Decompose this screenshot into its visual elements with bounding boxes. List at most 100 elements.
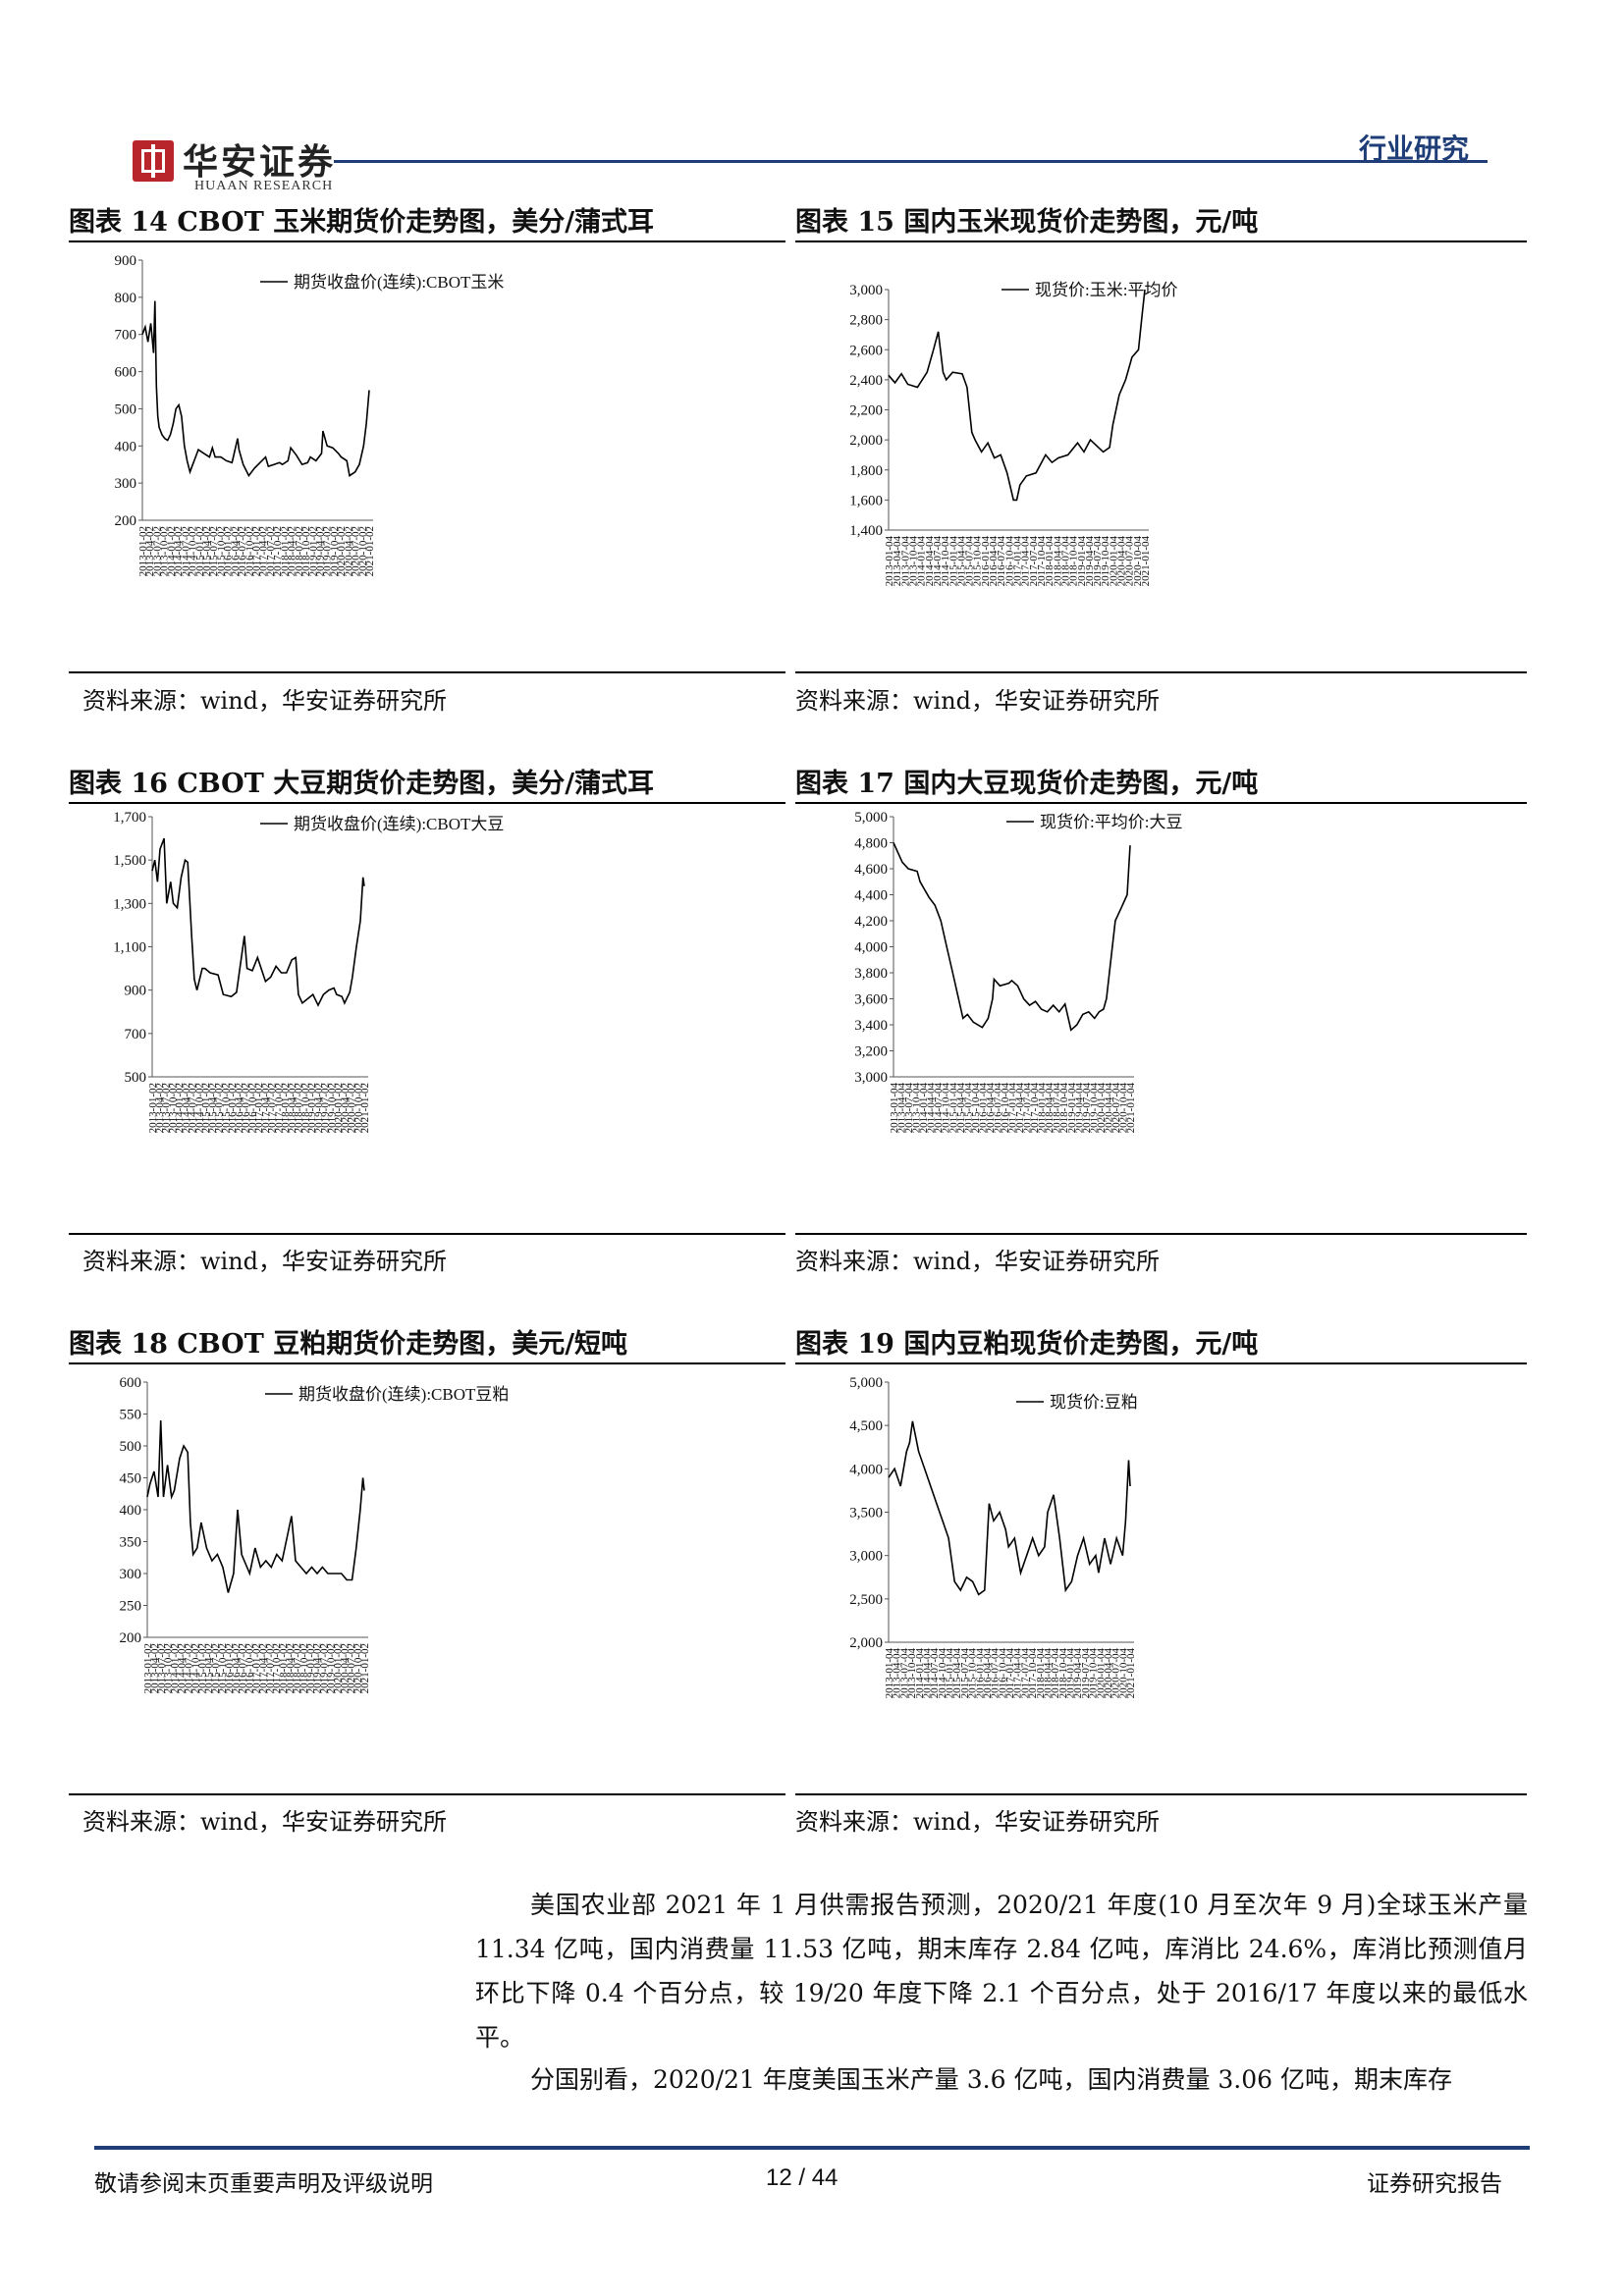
y-tick-label: 500 [120,1439,142,1455]
x-tick-label: 2017-01-02 [251,526,263,576]
x-tick-label: 2018-04-04 [1042,1648,1054,1699]
x-tick-label: 2020-04-02 [339,1643,351,1693]
logo-text: 华安证券 [183,141,337,183]
x-tick-label: 2013-01-02 [147,1083,159,1133]
x-tick-label: 2020-04-02 [343,526,354,576]
x-tick-label: 2015-10-04 [967,1648,979,1699]
x-tick-label: 2016-04-02 [234,1083,245,1133]
x-tick-label: 2017-07-02 [267,1083,279,1133]
figure-rule-top [795,1362,1527,1364]
y-tick-label: 3,400 [854,1018,888,1034]
x-tick-label: 2020-10-04 [1132,536,1144,587]
y-tick-label: 1,400 [849,523,883,539]
x-tick-label: 2013-01-02 [142,1643,154,1693]
x-tick-label: 2021-01-02 [359,1643,371,1693]
y-tick-label: 600 [120,1375,142,1391]
y-tick-label: 250 [120,1599,142,1615]
x-tick-label: 2019-10-04 [1088,1083,1100,1134]
x-tick-label: 2018-01-04 [1037,1083,1049,1134]
y-tick-label: 4,400 [854,888,888,904]
x-tick-label: 2015-04-04 [951,1648,963,1699]
figure-rule-bottom [795,671,1527,673]
x-tick-label: 2019-07-04 [1080,1648,1092,1699]
x-tick-label: 2014-01-04 [916,536,928,587]
y-tick-label: 1,500 [113,853,146,869]
x-tick-label: 2013-04-04 [896,1083,908,1134]
y-tick-label: 800 [115,291,137,306]
figure-rule-top [795,240,1527,242]
figure-source: 资料来源：wind，华安证券研究所 [795,1808,1161,1836]
x-tick-label: 2018-01-02 [278,1643,290,1693]
x-tick-label: 2014-04-02 [181,1083,192,1133]
x-tick-label: 2014-01-04 [918,1083,930,1134]
x-tick-label: 2016-01-04 [980,536,992,587]
x-tick-label: 2015-10-02 [215,526,227,576]
legend-label: 现货价:豆粕 [1050,1393,1138,1412]
x-tick-label: 2018-07-02 [294,1083,305,1133]
x-tick-label: 2020-10-04 [1117,1083,1129,1134]
x-tick-label: 2017-10-02 [271,1643,283,1693]
x-tick-label: 2014-04-04 [921,1648,933,1699]
x-tick-label: 2019-04-04 [1084,536,1096,587]
x-tick-label: 2017-04-02 [257,1643,269,1693]
y-tick-label: 600 [115,365,137,381]
x-tick-label: 2017-07-02 [264,1643,276,1693]
x-tick-label: 2016-07-02 [237,526,248,576]
x-tick-label: 2021-01-02 [364,526,376,576]
x-tick-label: 2019-04-04 [1072,1648,1084,1699]
x-tick-label: 2019-07-02 [319,1643,331,1693]
x-tick-label: 2014-07-04 [932,536,944,587]
chart-cbot-soybean: 5007009001,1001,3001,5001,7002013-01-022… [113,810,504,1133]
x-tick-label: 2020-10-02 [352,1083,364,1133]
x-tick-label: 2016-04-04 [988,536,1000,587]
x-tick-label: 2017-04-04 [1014,1083,1026,1134]
x-tick-label: 2020-07-02 [346,1643,357,1693]
y-tick-label: 900 [115,253,137,269]
figure-caption: 图表 15 国内玉米现货价走势图，元/吨 [795,207,1259,238]
x-tick-label: 2013-01-04 [884,1648,895,1699]
x-tick-label: 2020-07-02 [347,1083,358,1133]
x-tick-label: 2017-10-02 [272,526,284,576]
x-tick-label: 2018-10-04 [1057,1648,1069,1699]
y-tick-label: 3,600 [854,992,888,1008]
x-tick-label: 2015-07-04 [962,1083,974,1134]
y-tick-label: 4,000 [854,940,888,956]
x-tick-label: 2017-04-02 [260,1083,272,1133]
y-tick-label: 4,200 [854,914,888,930]
x-tick-label: 2019-01-04 [1076,536,1088,587]
chart-cbot-soymeal: 2002503003504004505005506002013-01-02201… [120,1375,510,1693]
figure-rule-bottom [795,1793,1527,1795]
chart-cbot-corn: 200 300 400 500 600 700 800 900 2013-01-022013-0… [115,253,505,576]
x-tick-label: 2014-04-04 [926,1083,938,1134]
legend-label: 期货收盘价(连续):CBOT豆粕 [298,1385,509,1404]
x-tick-label: 2019-07-04 [1081,1083,1093,1134]
y-tick-label: 1,100 [113,940,146,956]
y-tick-label: 2,000 [849,433,883,449]
x-tick-label: 2021-01-04 [1125,1083,1137,1134]
y-tick-label: 2,800 [849,313,883,329]
x-tick-label: 2015-01-04 [945,1648,956,1699]
legend-label: 现货价:平均价:大豆 [1040,813,1182,831]
x-tick-label: 2013-07-04 [903,1083,915,1134]
figure-source: 资料来源：wind，华安证券研究所 [82,1248,448,1275]
x-tick-label: 2020-01-04 [1108,536,1119,587]
x-tick-label: 2019-04-02 [312,1643,324,1693]
y-tick-label: 5,000 [854,810,888,826]
x-tick-label: 2013-04-02 [144,526,156,576]
x-tick-label: 2018-10-02 [300,526,312,576]
x-tick-label: 2014-10-04 [941,1083,952,1134]
x-tick-label: 2020-01-02 [332,1643,344,1693]
x-tick-label: 2019-01-02 [305,1643,317,1693]
x-tick-label: 2020-07-04 [1110,1083,1122,1134]
y-tick-label: 3,200 [854,1044,888,1060]
x-tick-label: 2013-04-02 [149,1643,161,1693]
x-tick-label: 2016-04-04 [985,1083,997,1134]
x-tick-label: 2018-07-04 [1050,1648,1061,1699]
x-tick-label: 2015-04-02 [201,526,213,576]
figure-caption: 图表 14 CBOT 玉米期货价走势图，美分/蒲式耳 [69,207,655,238]
x-tick-label: 2013-10-02 [167,1083,179,1133]
x-tick-label: 2018-07-04 [1059,536,1071,587]
y-tick-label: 4,000 [849,1462,883,1477]
y-tick-label: 700 [115,328,137,344]
x-tick-label: 2014-01-04 [914,1648,926,1699]
